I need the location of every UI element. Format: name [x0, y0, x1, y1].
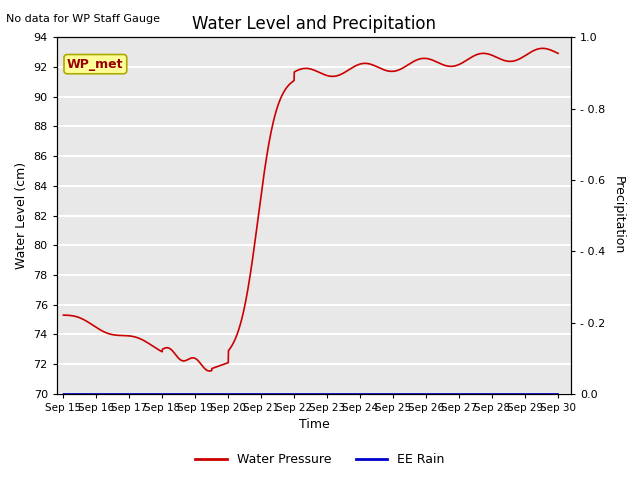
Y-axis label: Water Level (cm): Water Level (cm)	[15, 162, 28, 269]
Title: Water Level and Precipitation: Water Level and Precipitation	[192, 15, 436, 33]
Text: WP_met: WP_met	[67, 58, 124, 71]
Y-axis label: Precipitation: Precipitation	[612, 177, 625, 255]
Legend: Water Pressure, EE Rain: Water Pressure, EE Rain	[190, 448, 450, 471]
X-axis label: Time: Time	[299, 419, 330, 432]
Text: No data for WP Staff Gauge: No data for WP Staff Gauge	[6, 14, 161, 24]
